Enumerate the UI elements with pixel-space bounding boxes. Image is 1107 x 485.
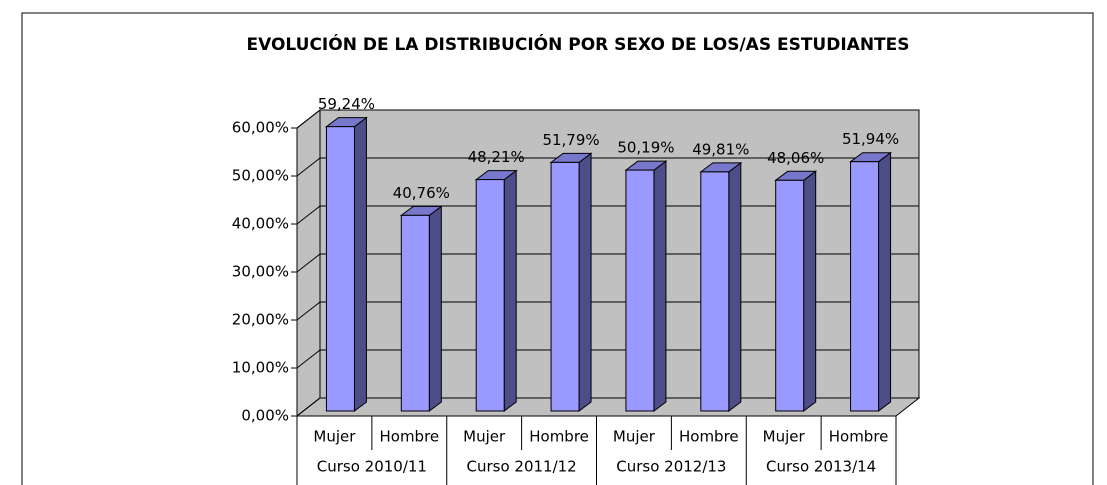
grid-line-side [296,397,321,417]
y-tick-label: 40,00% [232,215,289,233]
bar [325,126,355,412]
bar [700,171,730,412]
bar-side [428,205,442,412]
grid-line-side [296,349,321,369]
bar-side [578,152,592,412]
x-tick-label: Hombre [679,428,739,446]
bar-side [653,160,667,412]
bar [625,169,655,412]
bar [400,214,430,412]
chart-title: EVOLUCIÓN DE LA DISTRIBUCIÓN POR SEXO DE… [246,33,909,55]
x-tick-label: Mujer [463,428,506,446]
x-tick-label: Hombre [379,428,439,446]
grid-line-side [296,205,321,225]
bar [475,179,505,412]
bar-side [803,170,817,412]
value-label: 59,24% [318,95,375,113]
bar-side [353,116,367,412]
group-label: Curso 2010/11 [317,458,427,476]
x-tick-label: Mujer [313,428,356,446]
bar-side [728,161,742,412]
group-label: Curso 2013/14 [766,458,876,476]
group-label: Curso 2012/13 [616,458,726,476]
value-label: 40,76% [393,184,450,202]
y-tick-label: 60,00% [232,119,289,137]
value-label: 48,21% [468,148,525,166]
value-label: 51,79% [542,131,599,149]
value-label: 50,19% [617,139,674,157]
x-tick-label: Mujer [763,428,806,446]
value-label: 51,94% [842,130,899,148]
bar [550,161,580,412]
x-tick-label: Hombre [829,428,889,446]
bar [775,179,805,412]
floor [295,397,921,417]
x-tick-label: Hombre [529,428,589,446]
grid-line-side [296,301,321,321]
x-tick-label: Mujer [613,428,656,446]
bar-side [878,151,892,412]
y-tick-label: 10,00% [232,359,289,377]
grid-line-side [296,157,321,177]
y-tick-label: 0,00% [241,407,289,425]
value-label: 48,06% [767,149,824,167]
y-tick-label: 50,00% [232,167,289,185]
bar [850,161,880,412]
bar-side [503,169,517,412]
value-label: 49,81% [692,140,749,158]
y-tick-label: 20,00% [232,311,289,329]
grid-line-side [296,109,321,129]
y-tick-label: 30,00% [232,263,289,281]
grid-line-side [296,253,321,273]
group-label: Curso 2011/12 [467,458,577,476]
